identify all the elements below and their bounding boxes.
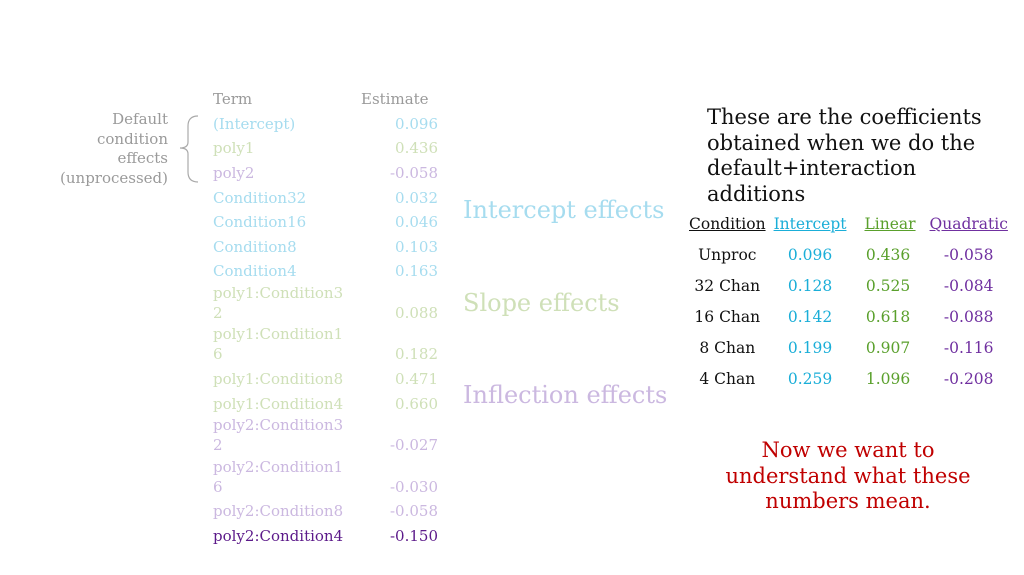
- term-cell: (Intercept): [213, 115, 296, 133]
- intercept-effects-label: Intercept effects: [463, 196, 665, 224]
- coef-linear: 0.618: [865, 307, 911, 326]
- term-cell: poly2: [213, 164, 255, 182]
- coef-row: 8 Chan 0.199 0.907 -0.116: [685, 332, 1012, 363]
- coef-linear: 0.907: [865, 338, 911, 357]
- coef-intercept: 0.199: [787, 338, 833, 357]
- estimate-cell: -0.027: [389, 436, 438, 454]
- coef-intercept: 0.259: [787, 369, 833, 388]
- coef-quadratic: -0.208: [943, 369, 994, 388]
- term-cell: poly2:Condition4: [213, 527, 344, 545]
- term-cell: poly1:Condition8: [213, 370, 344, 388]
- coef-condition: 16 Chan: [694, 307, 761, 326]
- coef-intercept: 0.142: [787, 307, 833, 326]
- term-cell: poly1: [213, 139, 255, 157]
- bracket-label-line: effects: [117, 149, 168, 167]
- estimate-header: Estimate: [361, 90, 429, 108]
- term-cell-line: poly1:Condition1: [213, 325, 344, 343]
- coef-row: Unproc 0.096 0.436 -0.058: [685, 239, 1012, 270]
- term-cell-line: poly1:Condition3: [213, 284, 344, 302]
- default-condition-effects-label: Default condition effects (unprocessed): [40, 110, 168, 188]
- coef-intercept: 0.096: [787, 245, 833, 264]
- estimate-cell: 0.096: [395, 115, 438, 133]
- header-condition: Condition: [689, 215, 766, 233]
- term-cell-line: 2: [213, 436, 223, 454]
- estimate-cell: 0.103: [395, 238, 438, 256]
- estimate-cell: 0.436: [395, 139, 438, 157]
- coef-linear: 0.525: [865, 276, 911, 295]
- inflection-effects-label: Inflection effects: [463, 381, 668, 409]
- term-cell-line: 2: [213, 304, 223, 322]
- curly-bracket: [179, 115, 199, 183]
- coef-intercept: 0.128: [787, 276, 833, 295]
- coef-quadratic: -0.088: [943, 307, 994, 326]
- term-cell: Condition16: [213, 213, 307, 231]
- term-cell: poly2:Condition8: [213, 502, 344, 520]
- estimate-cell: -0.030: [389, 478, 438, 496]
- bracket-label-line: Default: [112, 110, 168, 128]
- coef-quadratic: -0.084: [943, 276, 994, 295]
- header-intercept: Intercept: [773, 215, 847, 233]
- estimate-cell: 0.046: [395, 213, 438, 231]
- coefficient-table: Condition Intercept Linear Quadratic Unp…: [685, 211, 1012, 394]
- bracket-label-line: condition: [96, 129, 168, 148]
- coef-condition: 8 Chan: [699, 338, 756, 357]
- estimate-cell: 0.163: [395, 262, 438, 280]
- coef-condition: Unproc: [698, 245, 757, 264]
- term-cell: poly1:Condition4: [213, 395, 344, 413]
- estimate-cell: -0.058: [389, 502, 438, 520]
- coef-row: 16 Chan 0.142 0.618 -0.088: [685, 301, 1012, 332]
- coef-linear: 0.436: [865, 245, 911, 264]
- coef-row: 4 Chan 0.259 1.096 -0.208: [685, 363, 1012, 394]
- estimate-cell: 0.471: [395, 370, 438, 388]
- coef-linear: 1.096: [865, 369, 911, 388]
- coefficients-heading: These are the coefficients obtained when…: [707, 105, 982, 206]
- estimate-cell: 0.088: [395, 304, 438, 322]
- estimate-cell: 0.182: [395, 345, 438, 363]
- term-cell-line: 6: [213, 345, 223, 363]
- explanation-note: Now we want to understand what these num…: [725, 438, 971, 513]
- term-cell-line: poly2:Condition3: [213, 416, 344, 434]
- header-quadratic: Quadratic: [929, 215, 1008, 233]
- bracket-label-line: (unprocessed): [60, 168, 168, 187]
- estimate-cell: -0.150: [389, 527, 438, 545]
- slope-effects-label: Slope effects: [463, 289, 620, 317]
- term-cell: Condition8: [213, 238, 297, 256]
- coef-row: 32 Chan 0.128 0.525 -0.084: [685, 270, 1012, 301]
- term-cell-line: 6: [213, 478, 223, 496]
- term-header: Term: [213, 90, 253, 108]
- estimate-cell: -0.058: [389, 164, 438, 182]
- coef-quadratic: -0.058: [943, 245, 994, 264]
- term-cell: Condition4: [213, 262, 297, 280]
- estimate-cell: 0.032: [395, 189, 438, 207]
- term-cell: Condition32: [213, 189, 307, 207]
- coef-header-row: Condition Intercept Linear Quadratic: [685, 211, 1012, 239]
- coef-quadratic: -0.116: [943, 338, 994, 357]
- coef-condition: 4 Chan: [699, 369, 756, 388]
- coef-condition: 32 Chan: [694, 276, 761, 295]
- header-linear: Linear: [864, 215, 916, 233]
- term-cell-line: poly2:Condition1: [213, 458, 344, 476]
- estimate-cell: 0.660: [395, 395, 438, 413]
